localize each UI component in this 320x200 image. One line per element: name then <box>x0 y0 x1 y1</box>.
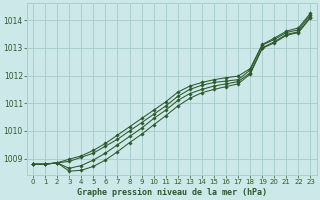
X-axis label: Graphe pression niveau de la mer (hPa): Graphe pression niveau de la mer (hPa) <box>77 188 267 197</box>
